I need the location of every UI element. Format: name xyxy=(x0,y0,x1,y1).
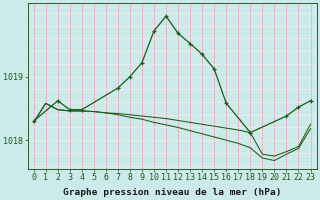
X-axis label: Graphe pression niveau de la mer (hPa): Graphe pression niveau de la mer (hPa) xyxy=(63,188,281,197)
